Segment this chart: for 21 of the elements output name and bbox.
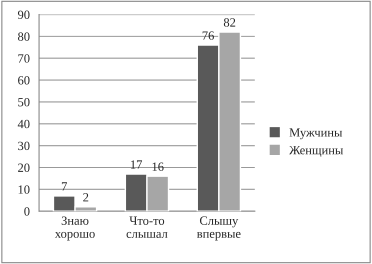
y-tick-label: 40 (18, 120, 30, 128)
data-label: 82 (224, 18, 236, 27)
data-label: 7 (62, 182, 67, 190)
x-tick-label: Слышу впервые (196, 216, 241, 240)
legend-label: Женщины (289, 146, 344, 157)
y-tick-label: 80 (18, 32, 30, 41)
y-tick-label: 30 (18, 142, 30, 150)
x-tick-label: Знаю хорошо (54, 216, 95, 240)
y-tick-label: 10 (18, 185, 30, 194)
y-tick-label: 90 (18, 10, 30, 19)
y-tick-label: 50 (18, 98, 30, 106)
x-tick-label: Что-то слышал (126, 216, 168, 238)
y-tick-label: 0 (24, 207, 30, 216)
data-label: 2 (83, 193, 88, 202)
data-label: 17 (131, 160, 142, 169)
legend-label: Мужчины (289, 128, 342, 140)
data-label: 16 (152, 162, 164, 171)
y-tick-label: 60 (18, 76, 30, 85)
data-label: 76 (202, 31, 214, 40)
y-tick-label: 70 (18, 54, 30, 63)
y-tick-label: 20 (18, 164, 30, 172)
